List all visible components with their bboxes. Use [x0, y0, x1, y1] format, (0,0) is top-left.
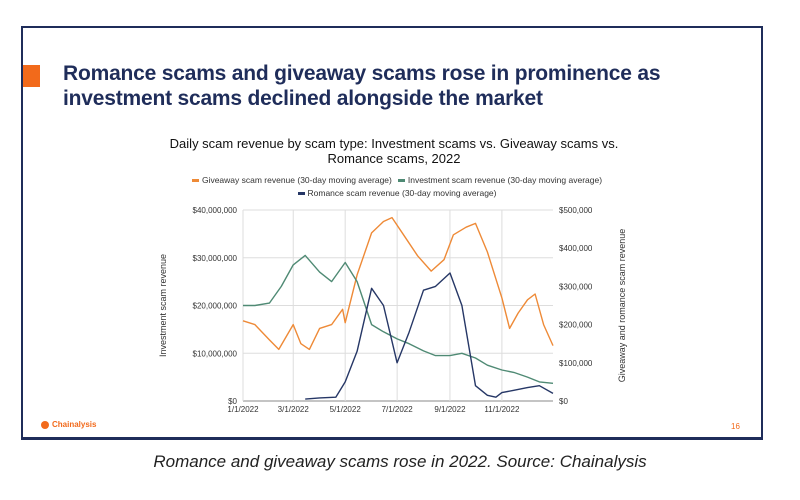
y-tick-right: $500,000 — [559, 206, 593, 215]
legend-swatch-giveaway — [191, 179, 199, 183]
y-tick-right: $400,000 — [559, 244, 593, 253]
accent-bar — [23, 65, 40, 87]
y-tick-right: $0 — [559, 397, 568, 406]
legend-romance: Romance scam revenue (30-day moving aver… — [307, 188, 497, 198]
y-tick-right: $200,000 — [559, 321, 593, 330]
page-number: 16 — [731, 422, 740, 431]
chart-title: Daily scam revenue by scam type: Investm… — [23, 136, 765, 166]
y-tick-left: $30,000,000 — [193, 254, 238, 263]
y-tick-right: $300,000 — [559, 282, 593, 291]
series-line-investment — [243, 254, 554, 384]
chart-title-line1: Daily scam revenue by scam type: Investm… — [169, 136, 619, 151]
x-tick: 9/1/2022 — [434, 405, 466, 414]
chart-title-line2: Romance scams, 2022 — [327, 151, 461, 166]
logo-text: Chainalysis — [52, 420, 97, 429]
y-tick-left: $10,000,000 — [193, 349, 238, 358]
y-tick-left: $0 — [228, 397, 237, 406]
chart-legend: Giveaway scam revenue (30-day moving ave… — [23, 174, 765, 200]
chainalysis-logo: Chainalysis — [41, 420, 96, 429]
y-tick-left: $20,000,000 — [193, 302, 238, 311]
x-tick: 3/1/2022 — [278, 405, 310, 414]
x-tick: 5/1/2022 — [330, 405, 362, 414]
logo-icon — [41, 420, 49, 429]
y-tick-right: $100,000 — [559, 359, 593, 368]
slide-title: Romance scams and giveaway scams rose in… — [63, 61, 661, 111]
series-line-romance — [305, 272, 554, 400]
slide: Romance scams and giveaway scams rose in… — [21, 26, 763, 440]
x-tick: 1/1/2022 — [227, 405, 259, 414]
y-axis-label-right: Giveaway and romance scam revenue — [617, 229, 627, 383]
slide-title-line1: Romance scams and giveaway scams rose in… — [63, 62, 661, 85]
chart-plot: $0 $10,000,000 $20,000,000 $30,000,000 $40,0… — [158, 206, 627, 414]
slide-title-line2: investment scams declined alongside the … — [63, 87, 543, 110]
y-axis-label-left: Investment scam revenue — [158, 254, 168, 357]
x-tick: 7/1/2022 — [382, 405, 414, 414]
legend-investment: Investment scam revenue (30-day moving a… — [407, 175, 603, 185]
legend-swatch-investment — [397, 179, 405, 183]
series-line-giveaway — [242, 216, 554, 351]
image-caption: Romance and giveaway scams rose in 2022.… — [153, 452, 647, 471]
x-tick: 11/1/2022 — [484, 405, 520, 414]
legend-swatch-romance — [297, 192, 305, 196]
y-tick-left: $40,000,000 — [193, 206, 238, 215]
legend-giveaway: Giveaway scam revenue (30-day moving ave… — [201, 175, 392, 185]
